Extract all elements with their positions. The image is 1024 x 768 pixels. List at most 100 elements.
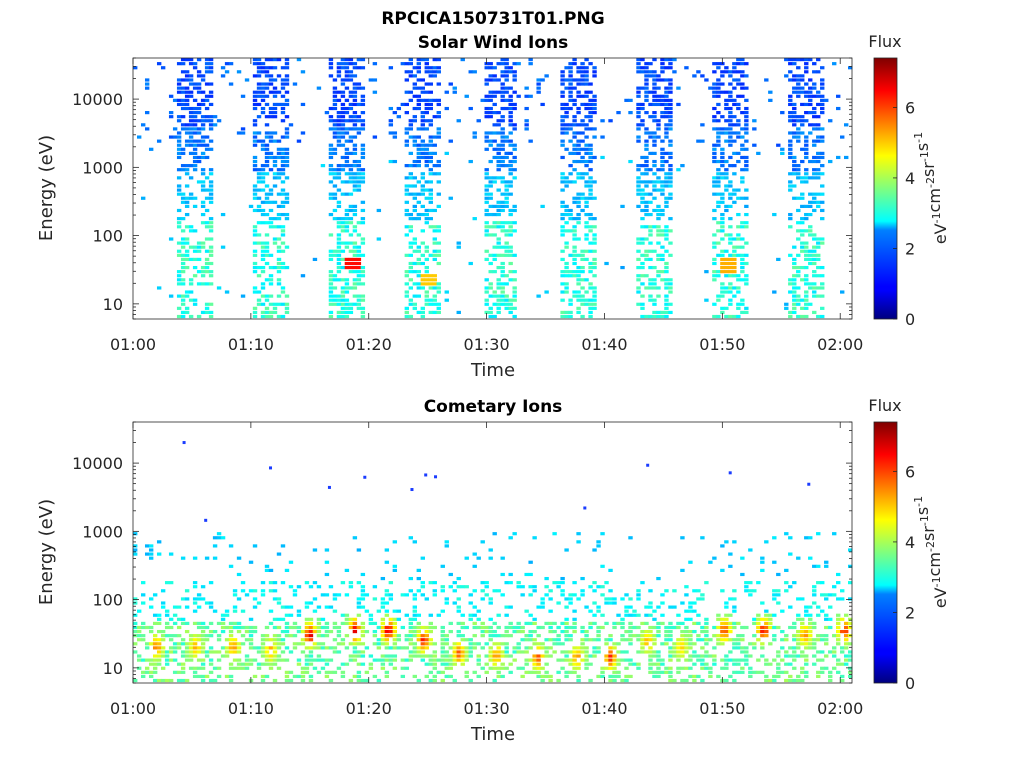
heatmap-cell [300,70,306,74]
heatmap-cell [304,629,310,634]
heatmap-cell [384,560,390,564]
x-tick-label: 02:00 [817,335,863,354]
heatmap-cell [488,310,493,315]
heatmap-cell [588,621,593,626]
heatmap-cell [488,601,493,605]
heatmap-cell [196,58,202,62]
heatmap-cell [612,670,617,674]
heatmap-cell [716,184,721,188]
heatmap-cell [572,257,577,262]
heatmap-cell [460,585,465,589]
heatmap-cell [232,625,238,630]
heatmap-cell [176,646,182,650]
heatmap-cell [624,629,629,634]
heatmap-cell [596,646,601,650]
heatmap-cell [536,86,541,90]
heatmap-cell [400,593,406,597]
heatmap-cell [460,658,465,662]
heatmap-cell [500,253,505,257]
heatmap-cell [308,662,314,666]
heatmap-cell [816,605,821,609]
heatmap-cell [460,650,465,654]
heatmap-cell [428,106,433,111]
heatmap-cell [352,621,358,626]
heatmap-cell [712,90,717,94]
heatmap-cell [280,650,286,654]
heatmap-cell [664,180,669,184]
heatmap-cell [808,192,813,196]
heatmap-cell [724,613,729,617]
heatmap-cell [176,135,182,139]
heatmap-cell [596,605,601,609]
heatmap-cell [668,115,673,119]
heatmap-cell [184,646,190,650]
heatmap-cell [572,617,577,621]
heatmap-cell [280,290,286,294]
heatmap-cell [140,601,146,605]
heatmap-cell [740,127,745,131]
heatmap-cell [828,119,833,123]
heatmap-cell [332,621,338,626]
heatmap-cell [296,629,302,634]
heatmap-cell [348,310,354,315]
heatmap-cell [172,621,178,626]
heatmap-cell [744,625,749,630]
heatmap-cell [200,135,206,139]
heatmap-cell [432,74,437,78]
heatmap-cell [388,625,394,630]
heatmap-cell [196,674,202,679]
heatmap-cell [560,658,565,662]
heatmap-cell [488,294,493,298]
heatmap-cell [408,302,414,306]
heatmap-cell [628,536,633,540]
heatmap-cell [716,634,721,638]
heatmap-cell [328,629,334,634]
heatmap-cell [272,217,278,221]
heatmap-cell [412,204,417,208]
heatmap-cell [512,298,517,302]
heatmap-cell [448,646,453,650]
heatmap-cell [644,629,649,634]
heatmap-cell [420,634,425,638]
heatmap-cell [184,306,190,310]
heatmap-cell [584,143,589,147]
heatmap-cell [572,621,577,626]
heatmap-cell [540,674,545,679]
heatmap-cell [672,650,677,654]
heatmap-cell [284,98,290,102]
heatmap-cell [800,147,805,151]
heatmap-cell [528,613,533,617]
heatmap-cell [272,225,278,229]
heatmap-cell [836,625,841,630]
heatmap-cell [280,212,286,217]
heatmap-cell [840,678,845,683]
heatmap-cell [796,642,801,646]
heatmap-cell [408,536,414,540]
heatmap-cell [720,192,725,196]
heatmap-cell [816,94,821,98]
heatmap-cell [644,314,649,319]
heatmap-cell [280,82,286,86]
heatmap-cell [804,62,809,66]
heatmap-cell [820,155,825,160]
heatmap-cell [360,605,366,609]
heatmap-cell [744,204,749,208]
heatmap-cell [724,172,729,176]
heatmap-cell [180,253,186,257]
heatmap-cell [736,119,741,123]
heatmap-cell [264,298,270,302]
heatmap-cell [804,139,809,143]
heatmap-cell [580,66,585,70]
heatmap-cell [176,168,182,172]
heatmap-cell [740,278,745,282]
heatmap-cell [564,221,569,225]
heatmap-cell [164,625,170,630]
heatmap-cell [156,613,162,617]
heatmap-cell [588,155,593,160]
heatmap-cell [424,290,429,294]
heatmap-cell [356,172,362,176]
heatmap-cell [440,662,445,666]
heatmap-cell [588,168,593,172]
heatmap-cell [452,646,457,650]
heatmap-cell [800,249,805,253]
